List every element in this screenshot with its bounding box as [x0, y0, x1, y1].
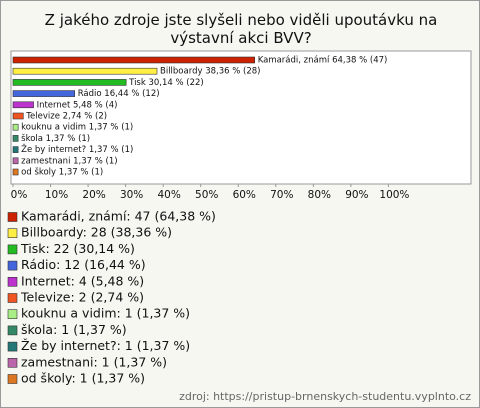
x-tick-label: 40%	[157, 189, 180, 201]
source: zdroj: https://pristup-brnenskych-studen…	[179, 390, 471, 403]
x-tick-label: 10%	[45, 189, 68, 201]
legend-label: Rádio: 12 (16,44 %)	[21, 257, 146, 272]
legend-label: Že by internet?: 1 (1,37 %)	[21, 338, 190, 353]
legend-label: Tisk: 22 (30,14 %)	[20, 241, 135, 256]
value-label: Že by internet? 1,37 % (1)	[21, 143, 133, 155]
value-label: Tisk 30,14 % (22)	[128, 78, 204, 88]
bar	[12, 123, 19, 131]
bar	[12, 79, 127, 86]
legend-swatch	[7, 325, 18, 336]
value-label: Kamarádi, známí 64,38 % (47)	[258, 56, 388, 66]
bar	[12, 101, 34, 109]
x-tick-label: 30%	[120, 189, 143, 201]
bar	[12, 56, 255, 64]
bar	[12, 168, 19, 176]
value-label: Televize 2,74 % (2)	[25, 112, 107, 122]
x-tick-label: 60%	[233, 189, 256, 201]
legend-label: od školy: 1 (1,37 %)	[21, 371, 145, 386]
legend-swatch	[7, 244, 18, 255]
legend-swatch	[7, 374, 18, 384]
legend-label: Kamarádi, známí: 47 (64,38 %)	[21, 209, 216, 224]
bar	[12, 146, 19, 153]
x-tick-label: 20%	[82, 189, 105, 201]
legend-swatch	[7, 357, 18, 368]
value-label: škola 1,37 % (1)	[21, 133, 90, 144]
x-tick-label: 80%	[308, 189, 331, 201]
bar	[12, 135, 19, 142]
x-tick-label: 90%	[345, 189, 368, 201]
legend-swatch	[7, 228, 18, 238]
value-label: Billboardy 38,36 % (28)	[160, 67, 260, 77]
legend-swatch	[7, 260, 18, 271]
value-label: kouknu a vidim 1,37 % (1)	[21, 123, 133, 133]
value-label: od školy 1,37 % (1)	[21, 167, 103, 178]
chart-title: Z jakého zdroje jste slyšeli nebo viděli…	[44, 11, 438, 47]
legend-swatch	[7, 293, 18, 303]
x-tick-label: 70%	[270, 189, 293, 201]
legend-label: kouknu a vidim: 1 (1,37 %)	[21, 306, 190, 321]
legend-swatch	[7, 276, 18, 287]
x-tick-label: 50%	[195, 189, 218, 201]
legend-label: Billboardy: 28 (38,36 %)	[21, 225, 172, 240]
x-tick-label: 0%	[11, 189, 28, 201]
value-label: Internet 5,48 % (4)	[37, 100, 118, 110]
bar	[12, 112, 24, 120]
legend-label: zamestnani: 1 (1,37 %)	[21, 354, 167, 369]
value-label: Rádio 16,44 % (12)	[78, 89, 160, 99]
value-label: zamestnani 1,37 % (1)	[21, 156, 117, 166]
bar	[12, 67, 158, 75]
legend-label: škola: 1 (1,37 %)	[21, 322, 127, 337]
bar	[12, 157, 19, 165]
legend-label: Internet: 4 (5,48 %)	[21, 273, 144, 288]
bar	[12, 90, 76, 97]
x-tick-label: 100%	[379, 189, 409, 201]
legend-swatch	[7, 212, 18, 222]
legend-swatch	[7, 309, 18, 320]
legend-swatch	[7, 341, 18, 352]
legend-label: Televize: 2 (2,74 %)	[20, 290, 144, 305]
